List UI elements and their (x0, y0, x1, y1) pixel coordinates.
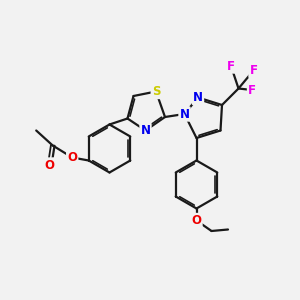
Text: O: O (67, 151, 77, 164)
Text: S: S (152, 85, 160, 98)
Text: F: F (227, 59, 235, 73)
Text: N: N (193, 91, 203, 104)
Text: F: F (250, 64, 257, 77)
Text: N: N (140, 124, 151, 137)
Text: O: O (191, 214, 202, 227)
Text: O: O (45, 158, 55, 172)
Text: N: N (179, 107, 190, 121)
Text: F: F (248, 83, 256, 97)
